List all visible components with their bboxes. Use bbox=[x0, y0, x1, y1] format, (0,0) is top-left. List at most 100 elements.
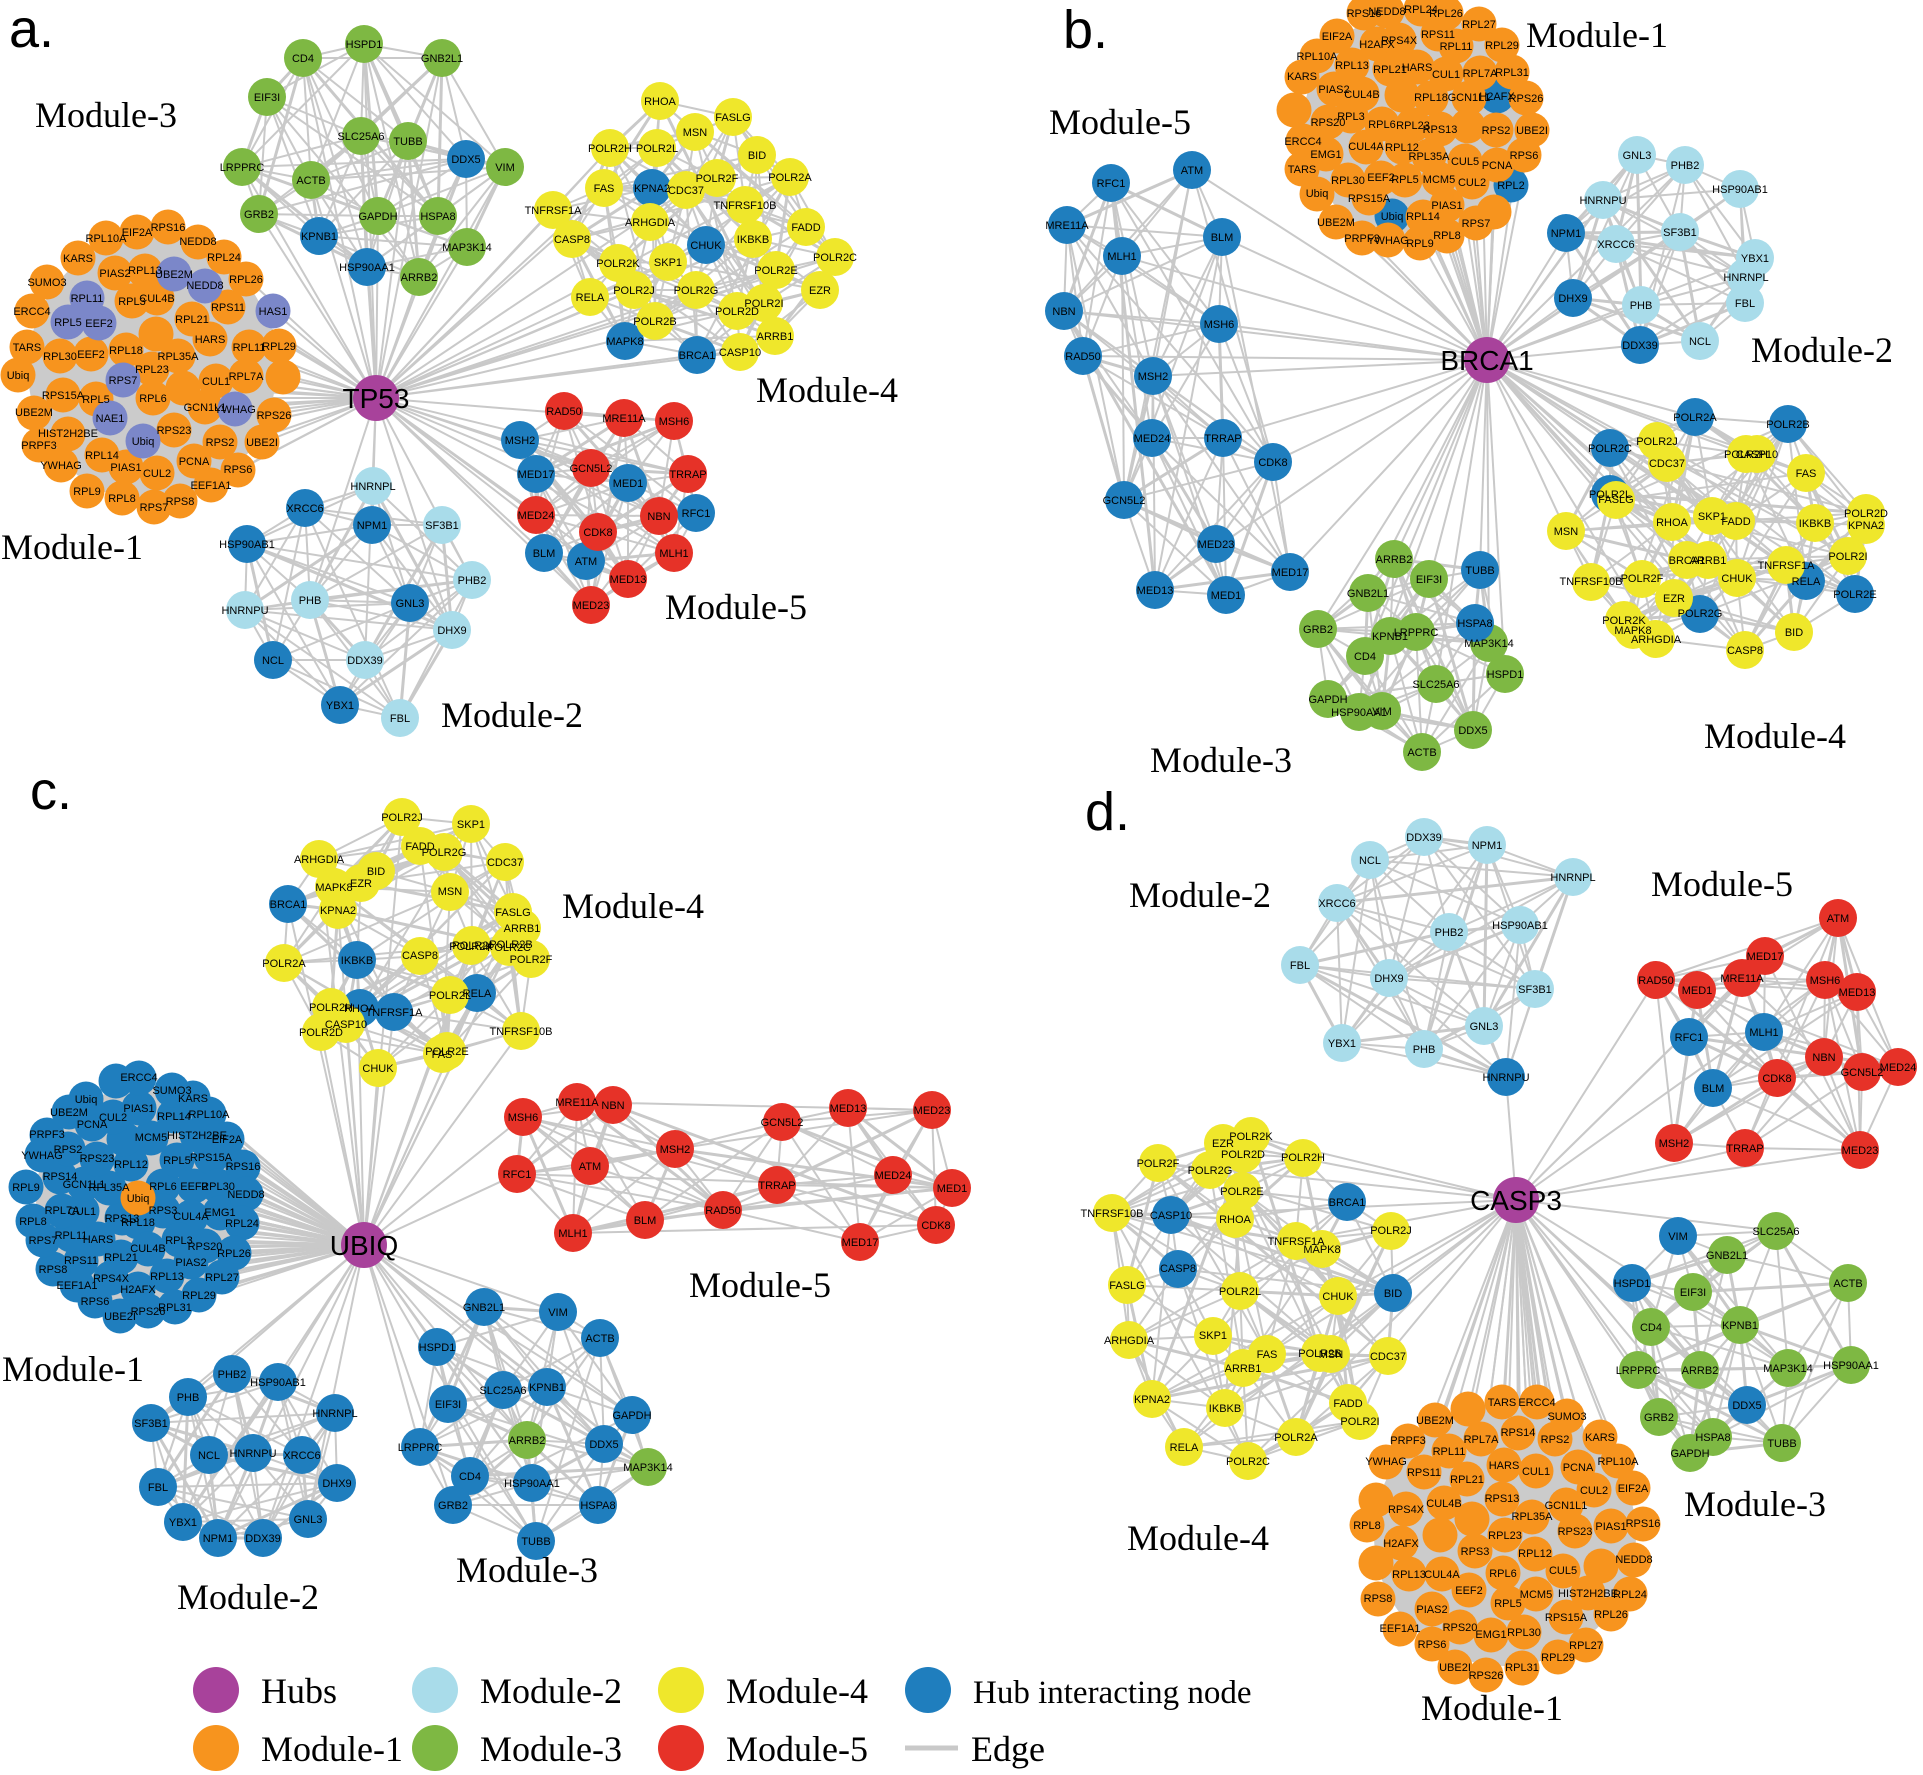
svg-text:CASP10: CASP10 bbox=[719, 347, 761, 359]
svg-text:FBL: FBL bbox=[148, 1482, 168, 1494]
svg-text:MSH6: MSH6 bbox=[1810, 975, 1841, 987]
svg-text:RPS7: RPS7 bbox=[109, 375, 138, 387]
svg-text:EIF2A: EIF2A bbox=[122, 227, 153, 239]
svg-text:RPS2: RPS2 bbox=[1482, 125, 1511, 137]
svg-text:RPS16: RPS16 bbox=[1626, 1518, 1661, 1530]
svg-text:FADD: FADD bbox=[1721, 516, 1750, 528]
svg-text:FASLG: FASLG bbox=[715, 112, 750, 124]
svg-text:RELA: RELA bbox=[576, 292, 605, 304]
svg-text:BLM: BLM bbox=[533, 548, 556, 560]
svg-text:TUBB: TUBB bbox=[393, 136, 422, 148]
svg-text:POLR2H: POLR2H bbox=[1724, 449, 1768, 461]
svg-text:VIM: VIM bbox=[495, 162, 515, 174]
svg-text:HSPA8: HSPA8 bbox=[420, 211, 455, 223]
svg-text:ARHGDIA: ARHGDIA bbox=[294, 854, 345, 866]
svg-text:MLH1: MLH1 bbox=[558, 1228, 587, 1240]
svg-text:RPL8: RPL8 bbox=[19, 1216, 47, 1228]
svg-text:RPS26: RPS26 bbox=[1509, 93, 1544, 105]
svg-text:GAPDH: GAPDH bbox=[1670, 1448, 1709, 1460]
svg-text:RPS4X: RPS4X bbox=[1388, 1504, 1425, 1516]
svg-text:HIST2H2BE: HIST2H2BE bbox=[167, 1130, 227, 1142]
svg-text:ACTB: ACTB bbox=[585, 1333, 614, 1345]
svg-text:TARS: TARS bbox=[1288, 164, 1317, 176]
svg-text:PHB2: PHB2 bbox=[1671, 160, 1700, 172]
svg-text:MAPK8: MAPK8 bbox=[1614, 625, 1651, 637]
svg-text:PIAS2: PIAS2 bbox=[175, 1257, 206, 1269]
svg-text:RPL11: RPL11 bbox=[55, 1230, 88, 1242]
svg-text:Module-3: Module-3 bbox=[480, 1729, 622, 1769]
svg-text:MLH1: MLH1 bbox=[1107, 251, 1136, 263]
svg-text:MED23: MED23 bbox=[1842, 1145, 1879, 1157]
svg-text:c.: c. bbox=[30, 761, 72, 821]
svg-text:CD4: CD4 bbox=[1354, 651, 1376, 663]
svg-text:YWHAG: YWHAG bbox=[1367, 235, 1409, 247]
svg-text:RPL35A: RPL35A bbox=[1512, 1511, 1554, 1523]
svg-text:CDC37: CDC37 bbox=[487, 857, 523, 869]
svg-text:TRRAP: TRRAP bbox=[1726, 1143, 1763, 1155]
svg-text:RPL29: RPL29 bbox=[182, 1290, 216, 1302]
svg-text:MLH1: MLH1 bbox=[659, 548, 688, 560]
svg-text:RPS26: RPS26 bbox=[1469, 1670, 1504, 1682]
svg-text:KARS: KARS bbox=[1585, 1432, 1615, 1444]
svg-text:EEF2: EEF2 bbox=[85, 318, 113, 330]
svg-text:HSP90AB1: HSP90AB1 bbox=[219, 539, 275, 551]
svg-text:PHB2: PHB2 bbox=[458, 575, 487, 587]
svg-text:CDK8: CDK8 bbox=[583, 527, 612, 539]
svg-text:RPL31: RPL31 bbox=[1505, 1662, 1539, 1674]
svg-text:MED23: MED23 bbox=[1198, 539, 1235, 551]
svg-text:POLR2E: POLR2E bbox=[1833, 589, 1876, 601]
svg-text:EEF2: EEF2 bbox=[1455, 1585, 1483, 1597]
svg-text:NCL: NCL bbox=[262, 655, 284, 667]
svg-text:RPS3: RPS3 bbox=[149, 1205, 178, 1217]
svg-text:RELA: RELA bbox=[463, 988, 492, 1000]
svg-text:RPL13: RPL13 bbox=[1335, 60, 1369, 72]
svg-text:UBE2M: UBE2M bbox=[155, 269, 193, 281]
svg-text:BLM: BLM bbox=[634, 1215, 657, 1227]
svg-text:RPL2: RPL2 bbox=[1497, 180, 1525, 192]
svg-text:RPS20: RPS20 bbox=[188, 1241, 223, 1253]
svg-text:RPL11: RPL11 bbox=[1433, 1446, 1466, 1458]
svg-text:ATM: ATM bbox=[579, 1161, 601, 1173]
svg-text:KPNB1: KPNB1 bbox=[1722, 1320, 1758, 1332]
svg-text:HSP90AA1: HSP90AA1 bbox=[1823, 1360, 1879, 1372]
svg-text:MAP3K14: MAP3K14 bbox=[623, 1462, 673, 1474]
svg-text:ERCC4: ERCC4 bbox=[120, 1072, 157, 1084]
svg-text:RPS11: RPS11 bbox=[1421, 29, 1455, 41]
svg-text:POLR2I: POLR2I bbox=[744, 298, 783, 310]
svg-text:PHB2: PHB2 bbox=[1435, 927, 1464, 939]
svg-text:MED1: MED1 bbox=[1682, 985, 1713, 997]
svg-text:GNL3: GNL3 bbox=[1623, 150, 1652, 162]
svg-text:RPS4X: RPS4X bbox=[93, 1273, 130, 1285]
svg-text:TRRAP: TRRAP bbox=[1204, 433, 1241, 445]
svg-text:CDK8: CDK8 bbox=[921, 1220, 950, 1232]
svg-text:BRCA1: BRCA1 bbox=[1329, 1197, 1366, 1209]
svg-text:Module-1: Module-1 bbox=[2, 1349, 144, 1389]
svg-text:GNB2L1: GNB2L1 bbox=[1347, 588, 1389, 600]
svg-text:RELA: RELA bbox=[1792, 576, 1821, 588]
svg-text:GNB2L1: GNB2L1 bbox=[463, 1302, 505, 1314]
svg-text:RAD50: RAD50 bbox=[546, 406, 581, 418]
svg-text:RPL31: RPL31 bbox=[1495, 67, 1529, 79]
svg-text:RPS16: RPS16 bbox=[226, 1161, 261, 1173]
svg-text:MSN: MSN bbox=[1554, 526, 1579, 538]
svg-text:HAS1: HAS1 bbox=[259, 306, 288, 318]
svg-text:DDX5: DDX5 bbox=[589, 1439, 618, 1451]
svg-text:Module-2: Module-2 bbox=[441, 695, 583, 735]
svg-text:RPL6: RPL6 bbox=[149, 1181, 177, 1193]
svg-text:POLR2A: POLR2A bbox=[262, 958, 306, 970]
svg-text:RPS8: RPS8 bbox=[39, 1264, 68, 1276]
svg-text:RPL21: RPL21 bbox=[104, 1252, 138, 1264]
svg-text:LRPPRC: LRPPRC bbox=[220, 162, 265, 174]
svg-text:RPS7: RPS7 bbox=[140, 502, 169, 514]
svg-text:Module-5: Module-5 bbox=[665, 587, 807, 627]
svg-text:YWHAG: YWHAG bbox=[21, 1150, 63, 1162]
svg-text:RHOA: RHOA bbox=[1219, 1214, 1251, 1226]
svg-text:UBE2M: UBE2M bbox=[1317, 217, 1355, 229]
svg-text:POLR2A: POLR2A bbox=[1673, 412, 1717, 424]
svg-text:EEF2: EEF2 bbox=[180, 1181, 208, 1193]
svg-text:UBE2M: UBE2M bbox=[15, 407, 53, 419]
svg-text:ARRB1: ARRB1 bbox=[757, 331, 794, 343]
svg-text:Ubiq: Ubiq bbox=[1381, 211, 1404, 223]
svg-text:ATM: ATM bbox=[1827, 913, 1849, 925]
svg-text:Module-5: Module-5 bbox=[1049, 102, 1191, 142]
